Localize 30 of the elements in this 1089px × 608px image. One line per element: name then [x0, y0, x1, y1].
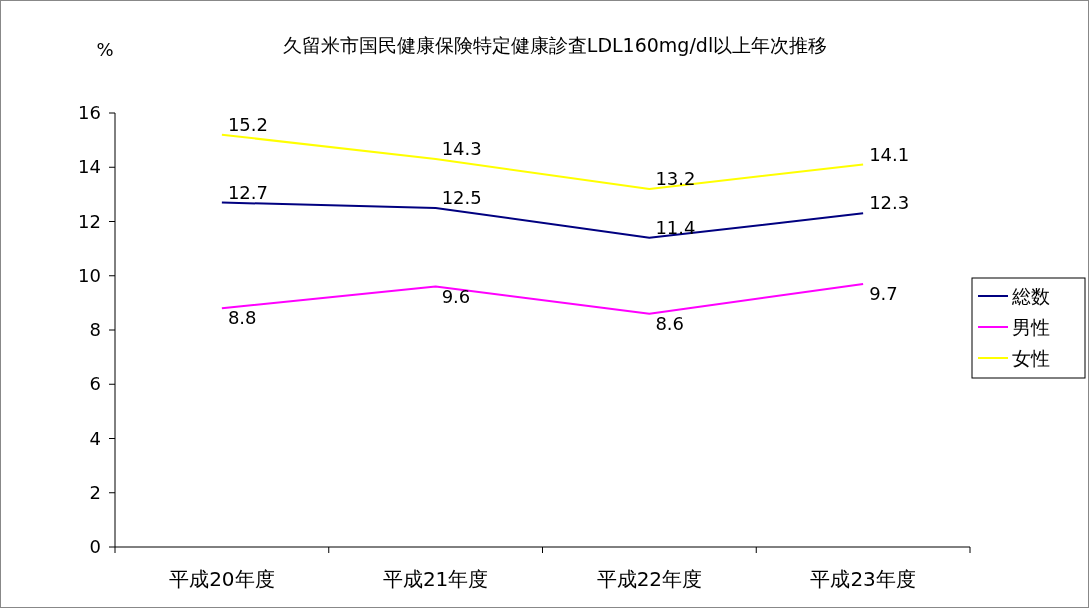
y-tick-label: 2 — [89, 481, 101, 503]
y-tick-label: 14 — [78, 156, 101, 178]
data-label: 9.7 — [869, 282, 898, 304]
data-label: 14.1 — [869, 143, 910, 165]
y-tick-label: 8 — [89, 319, 101, 340]
legend-label: 男性 — [1012, 316, 1050, 338]
x-tick-label: 平成21年度 — [382, 567, 489, 591]
data-label: 12.5 — [441, 186, 482, 208]
x-tick-label: 平成20年度 — [169, 567, 275, 591]
y-tick-label: 0 — [89, 536, 101, 557]
y-axis-title: % — [96, 39, 114, 60]
x-tick-label: 平成23年度 — [810, 567, 916, 591]
y-tick-label: 16 — [78, 102, 101, 123]
data-label: 12.3 — [869, 192, 910, 214]
x-tick-label: 平成22年度 — [596, 567, 703, 591]
legend-label: 女性 — [1012, 347, 1050, 369]
legend-label: 総数 — [1011, 285, 1050, 307]
data-label: 8.6 — [655, 312, 685, 334]
y-tick-label: 12 — [78, 210, 101, 232]
y-tick-label: 6 — [89, 373, 101, 395]
data-label: 8.8 — [227, 307, 257, 329]
data-label: 11.4 — [655, 216, 696, 238]
data-label: 12.7 — [227, 181, 268, 203]
data-label: 14.3 — [441, 138, 482, 160]
data-label: 13.2 — [655, 167, 696, 189]
data-label: 15.2 — [227, 113, 268, 135]
chart-title: 久留米市国民健康保険特定健康診査LDL160mg/dl以上年次推移 — [282, 34, 828, 56]
y-tick-label: 10 — [78, 264, 101, 286]
y-tick-label: 4 — [89, 427, 101, 449]
data-label: 9.6 — [441, 285, 471, 307]
